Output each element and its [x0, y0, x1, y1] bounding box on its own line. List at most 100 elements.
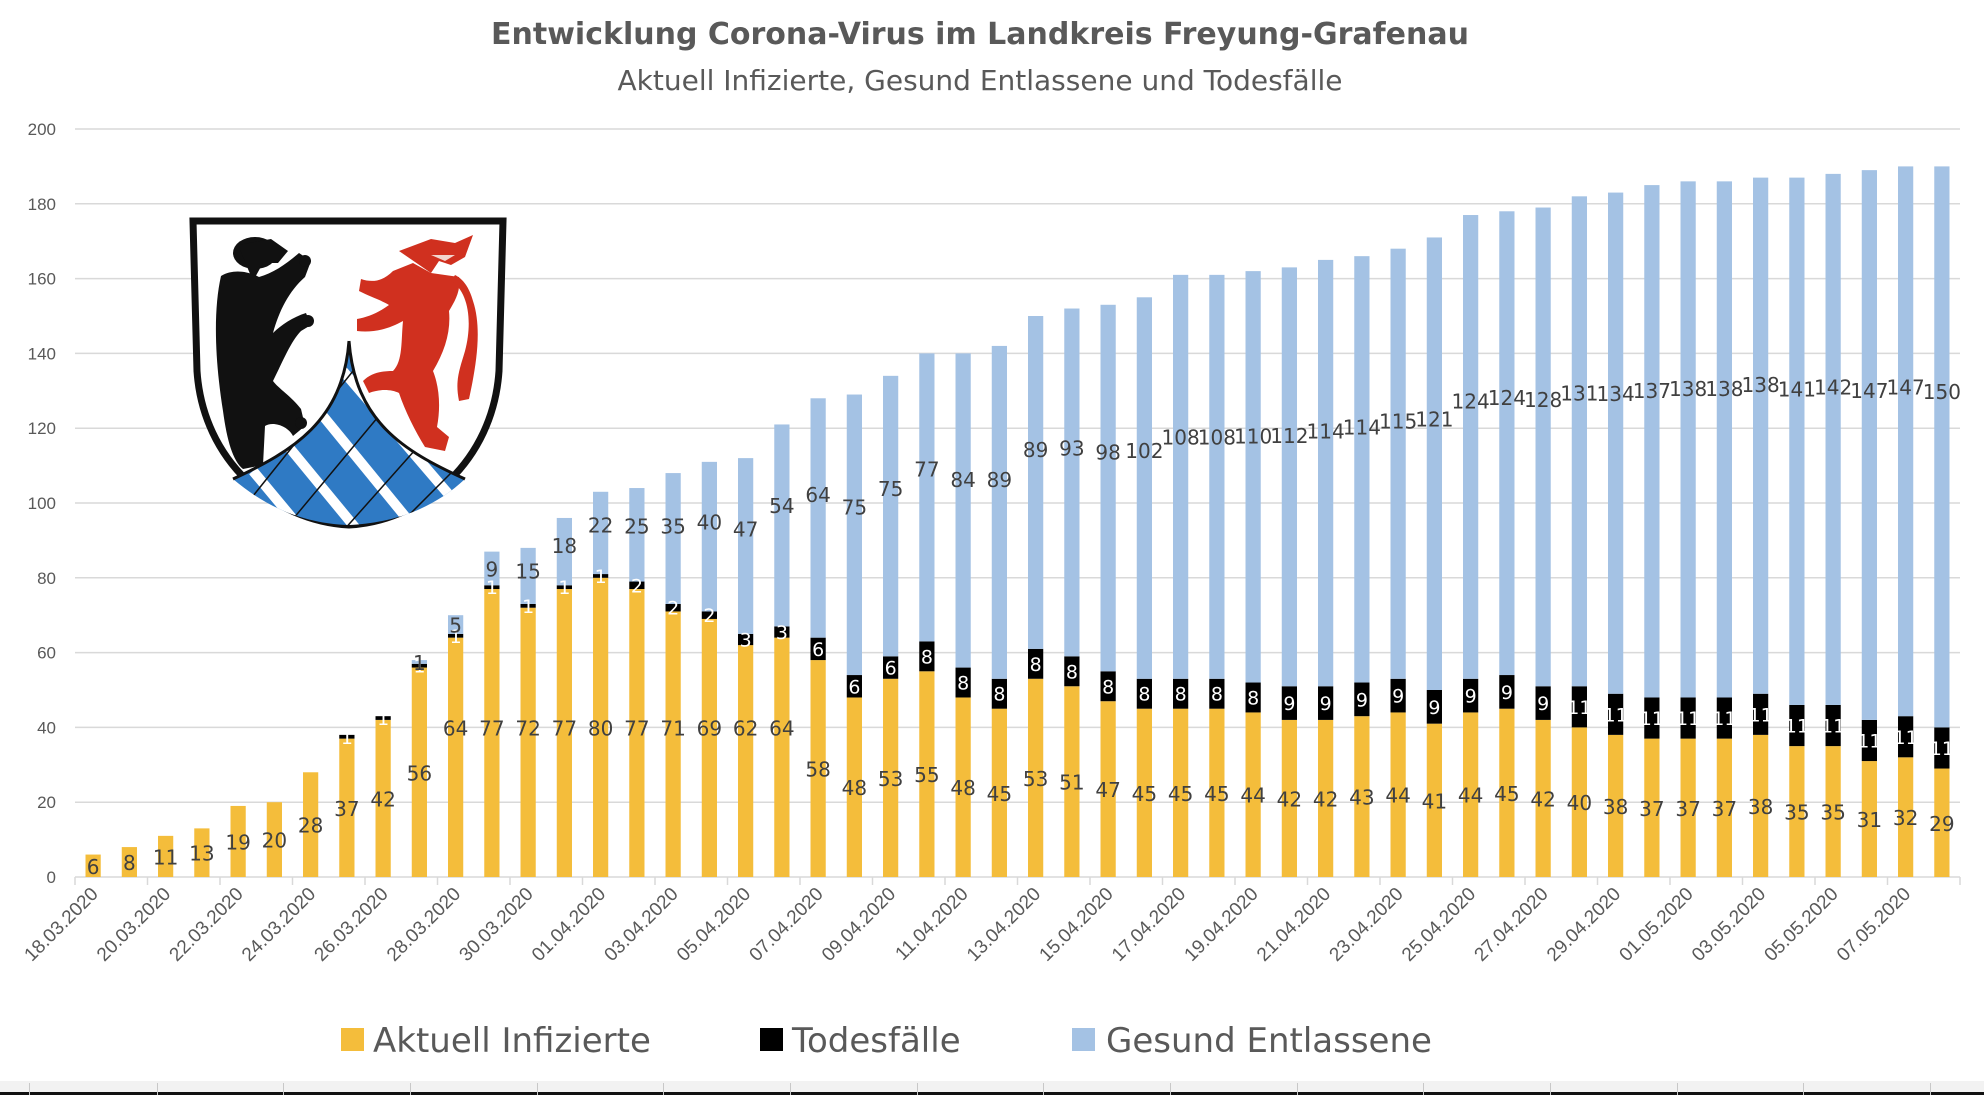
data-label-deaths: 6	[848, 676, 860, 698]
data-label-active: 71	[660, 716, 685, 740]
bar-segment-active	[665, 611, 681, 877]
legend-swatch-aktuell-infizierte	[341, 1028, 364, 1051]
data-label-active: 77	[479, 716, 504, 740]
bar-segment-recovered	[991, 345, 1007, 679]
grid-cell-divider	[1803, 1083, 1804, 1095]
data-label-active: 77	[624, 716, 649, 740]
data-label-deaths: 1	[558, 577, 570, 599]
bar-segment-active	[883, 678, 899, 877]
bar-segment-recovered	[1209, 274, 1225, 679]
data-label-recovered: 115	[1379, 410, 1417, 434]
data-label-active: 42	[1530, 787, 1555, 811]
grid-cell-divider	[1043, 1083, 1044, 1095]
bar-segment-active	[121, 847, 137, 877]
data-label-active: 58	[805, 758, 830, 782]
grid-cell-divider	[1930, 1083, 1931, 1095]
bar-segment-deaths	[738, 633, 754, 646]
data-label-deaths: 1	[341, 727, 353, 749]
y-tick-label: 20	[37, 793, 56, 812]
data-label-active: 64	[443, 716, 468, 740]
bar-segment-active	[810, 660, 826, 877]
grid-cell-divider	[1297, 1083, 1298, 1095]
bar-segment-deaths	[1934, 727, 1950, 769]
data-label-active: 43	[1349, 786, 1374, 810]
data-label-deaths: 3	[776, 622, 788, 644]
data-label-active: 32	[1893, 806, 1918, 830]
bar-segment-deaths	[1064, 656, 1080, 687]
bar-segment-active	[1716, 738, 1732, 877]
data-label-active: 42	[370, 787, 395, 811]
bar-segment-deaths	[810, 637, 826, 661]
bar-segment-recovered	[1608, 192, 1624, 694]
grid-cell-divider	[1170, 1083, 1171, 1095]
data-label-deaths: 1	[450, 626, 462, 648]
data-label-deaths: 8	[1030, 654, 1042, 676]
bar-segment-deaths	[1716, 697, 1732, 739]
data-label-deaths: 2	[667, 598, 679, 620]
legend-item-gesund-entlassene[interactable]: Gesund Entlassene	[1072, 1021, 1432, 1061]
bar-segment-active	[556, 589, 572, 877]
bar-segment-deaths	[701, 611, 717, 619]
x-tick-label: 23.04.2020	[1326, 884, 1408, 966]
x-tick-label: 01.04.2020	[528, 884, 610, 966]
legend-item-todesfaelle[interactable]: Todesfälle	[760, 1021, 961, 1061]
data-label-active: 44	[1385, 784, 1410, 808]
bar-segment-recovered	[665, 473, 681, 604]
x-tick-label: 05.04.2020	[673, 884, 755, 966]
data-label-recovered: 138	[1742, 373, 1780, 397]
data-label-active: 77	[552, 716, 577, 740]
bar-segment-deaths	[520, 603, 536, 608]
x-tick-label: 17.04.2020	[1108, 884, 1190, 966]
bar-segment-recovered	[955, 353, 971, 668]
y-tick-label: 140	[28, 344, 56, 363]
grid-cell-divider	[1677, 1083, 1678, 1095]
data-label-deaths: 11	[1712, 708, 1736, 730]
bar-segment-recovered	[701, 461, 717, 612]
bar-segment-active	[375, 719, 391, 877]
data-label-recovered: 138	[1705, 377, 1743, 401]
bar-segment-active	[1898, 757, 1914, 877]
bar-segment-active	[846, 697, 862, 877]
bar-segment-deaths	[1426, 690, 1442, 724]
x-axis: 18.03.202020.03.202022.03.202024.03.2020…	[21, 877, 1961, 966]
bar-segment-active	[1789, 746, 1805, 877]
x-tick-label: 30.03.2020	[456, 884, 538, 966]
data-label-deaths: 8	[1175, 684, 1187, 706]
bar-segment-active	[1535, 719, 1551, 877]
bar-segment-active	[85, 854, 101, 877]
bar-segment-recovered	[1463, 215, 1479, 679]
data-label-active: 38	[1603, 795, 1628, 819]
y-tick-label: 60	[37, 644, 56, 663]
x-tick-label: 07.05.2020	[1833, 884, 1915, 966]
legend-item-aktuell-infizierte[interactable]: Aktuell Infizierte	[341, 1021, 651, 1061]
data-label-deaths: 11	[1749, 704, 1773, 726]
data-label-active: 45	[1204, 782, 1229, 806]
grid-cell-divider	[790, 1083, 791, 1095]
data-label-active: 56	[407, 761, 432, 785]
bar-segment-recovered	[411, 660, 427, 664]
bar-segment-deaths	[1028, 648, 1044, 679]
data-label-recovered: 114	[1343, 416, 1381, 440]
bar-segment-active	[1825, 746, 1841, 877]
data-label-deaths: 11	[1785, 716, 1809, 738]
bar-segment-active	[194, 828, 210, 877]
legend-label-todesfaelle: Todesfälle	[791, 1021, 961, 1061]
data-label-active: 35	[1820, 801, 1845, 825]
data-label-active: 11	[153, 845, 178, 869]
bar-segment-deaths	[1463, 678, 1479, 713]
data-label-active: 42	[1313, 787, 1338, 811]
data-label-active: 55	[914, 763, 939, 787]
data-label-active: 37	[334, 797, 359, 821]
bar-segment-active	[339, 738, 355, 877]
grid-cell-divider	[29, 1083, 30, 1095]
bar-segment-deaths	[629, 581, 645, 590]
bar-segment-deaths	[593, 574, 609, 578]
data-label-active: 13	[189, 842, 214, 866]
data-label-active: 47	[1095, 778, 1120, 802]
bar-segment-active	[1463, 712, 1479, 877]
data-label-deaths: 2	[703, 605, 715, 627]
data-label-deaths: 1	[377, 708, 389, 730]
bar-segment-deaths	[339, 734, 355, 739]
bar-segment-recovered	[810, 398, 826, 638]
bar-segment-recovered	[556, 517, 572, 586]
